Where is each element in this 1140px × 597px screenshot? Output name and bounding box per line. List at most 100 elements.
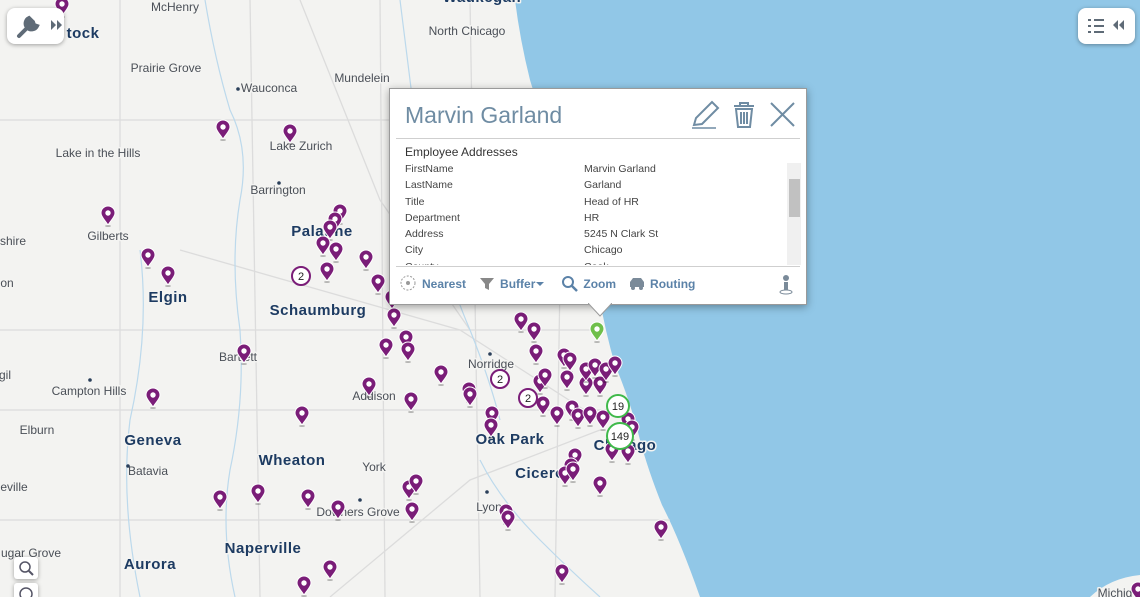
pin[interactable] — [1130, 581, 1140, 597]
pin-shadow — [561, 367, 567, 369]
pin[interactable] — [589, 321, 605, 343]
pin-hole — [572, 452, 578, 458]
attribute-table: Employee Addresses FirstName Marvin Garla… — [405, 145, 785, 265]
pin[interactable] — [282, 123, 298, 145]
tools-button[interactable] — [7, 8, 64, 44]
pin[interactable] — [322, 219, 338, 241]
delete-button[interactable] — [734, 102, 754, 128]
pin[interactable] — [215, 119, 231, 141]
pin[interactable] — [294, 405, 310, 427]
pin[interactable] — [500, 509, 516, 531]
pin-shadow — [413, 493, 419, 495]
pin[interactable] — [433, 364, 449, 386]
pin[interactable] — [328, 241, 344, 263]
pin[interactable] — [483, 417, 499, 439]
pin-shadow — [603, 381, 609, 383]
pin[interactable] — [300, 488, 316, 510]
zoom-box-button[interactable] — [14, 557, 38, 579]
pin-hole — [583, 366, 589, 372]
pin-shadow — [559, 583, 565, 585]
pin-shadow — [405, 361, 411, 363]
pin[interactable] — [565, 461, 581, 483]
wrench-icon — [17, 15, 62, 38]
pin-shadow — [391, 327, 397, 329]
pin[interactable] — [250, 483, 266, 505]
pin[interactable] — [537, 367, 553, 389]
pin[interactable] — [653, 519, 669, 541]
pin[interactable] — [145, 387, 161, 409]
place-label: gil — [0, 368, 11, 382]
pin[interactable] — [513, 311, 529, 333]
pin[interactable] — [408, 473, 424, 495]
pin[interactable] — [322, 559, 338, 581]
pin[interactable] — [160, 265, 176, 287]
pin[interactable] — [549, 405, 565, 427]
layers-button[interactable] — [1078, 8, 1135, 44]
pin-shadow — [583, 395, 589, 397]
pin-shadow — [255, 503, 261, 505]
pin[interactable] — [319, 261, 335, 283]
pin[interactable] — [526, 321, 542, 343]
pin[interactable] — [592, 475, 608, 497]
pin[interactable] — [554, 563, 570, 585]
pin-shadow — [587, 425, 593, 427]
pin[interactable] — [400, 341, 416, 363]
pin[interactable] — [403, 391, 419, 413]
pin[interactable] — [592, 375, 608, 397]
pin[interactable] — [212, 489, 228, 511]
attribute-row: Address 5245 N Clark St — [405, 226, 785, 242]
cluster[interactable]: 149 — [606, 422, 634, 450]
pin-shadow — [592, 377, 598, 379]
pin-hole — [145, 252, 151, 258]
streetview-icon[interactable] — [778, 274, 794, 296]
place-label: Addison — [352, 389, 395, 403]
pin-shadow — [467, 406, 473, 408]
pin[interactable] — [140, 247, 156, 269]
place-label: Cicero — [515, 465, 565, 482]
pin[interactable] — [595, 409, 611, 431]
tool-button[interactable]: Nearest — [400, 275, 466, 292]
locate-button[interactable] — [14, 583, 38, 597]
cluster[interactable]: 2 — [291, 266, 311, 286]
pin-shadow — [612, 375, 618, 377]
pin[interactable] — [607, 355, 623, 377]
pin-hole — [217, 494, 223, 500]
pin[interactable] — [100, 205, 116, 227]
pin[interactable] — [559, 369, 575, 391]
pin[interactable] — [570, 407, 586, 429]
pin[interactable] — [296, 575, 312, 597]
pin-hole — [299, 410, 305, 416]
tool-button[interactable]: Buffer — [478, 275, 549, 292]
tool-button[interactable]: Routing — [628, 275, 695, 292]
river — [204, 0, 244, 597]
pin[interactable] — [528, 343, 544, 365]
pin-shadow — [537, 393, 543, 395]
cluster-count: 149 — [611, 431, 629, 443]
pin-shadow — [438, 384, 444, 386]
tool-button[interactable]: Zoom — [561, 275, 616, 292]
pin[interactable] — [361, 376, 377, 398]
scroll-thumb[interactable] — [789, 179, 800, 217]
pin[interactable] — [370, 273, 386, 295]
edit-button[interactable] — [692, 100, 720, 129]
pin[interactable] — [386, 307, 402, 329]
pin[interactable] — [315, 235, 331, 257]
close-button[interactable] — [770, 102, 795, 127]
pin-shadow — [375, 293, 381, 295]
cluster[interactable]: 2 — [490, 369, 510, 389]
pin[interactable] — [236, 343, 252, 365]
scrollbar[interactable] — [787, 163, 801, 265]
pin[interactable] — [330, 499, 346, 521]
pin[interactable] — [378, 337, 394, 359]
pin-hole — [625, 448, 631, 454]
pin-shadow — [335, 519, 341, 521]
pin[interactable] — [535, 395, 551, 417]
cluster[interactable]: 19 — [606, 394, 630, 418]
cluster[interactable]: 2 — [518, 388, 538, 408]
pin[interactable] — [582, 405, 598, 427]
pin[interactable] — [358, 249, 374, 271]
pin[interactable] — [462, 386, 478, 408]
pin[interactable] — [404, 501, 420, 523]
attribute-row: LastName Garland — [405, 177, 785, 193]
pin-hole — [594, 326, 600, 332]
